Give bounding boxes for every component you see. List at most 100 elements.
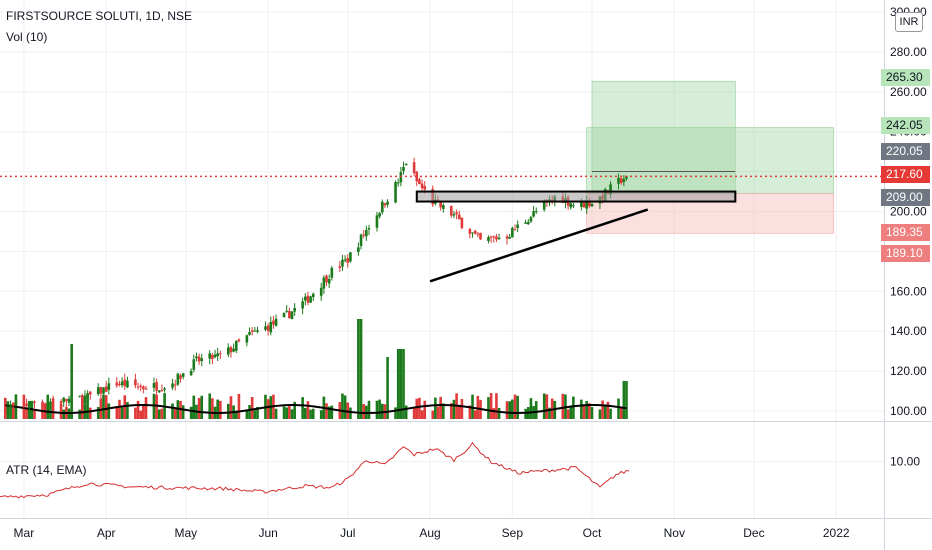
volume-bar — [136, 400, 140, 419]
candle-body — [272, 320, 275, 325]
candle-body — [104, 386, 108, 392]
volume-bar — [402, 349, 405, 419]
candle-body — [311, 293, 315, 298]
candle-body — [476, 233, 480, 235]
candle-body — [51, 401, 55, 403]
volume-bar — [325, 403, 328, 419]
candle-body — [457, 214, 461, 220]
candle-body — [9, 405, 12, 407]
volume-bar — [534, 401, 538, 419]
x-tick-label: May — [174, 526, 197, 540]
volume-bar — [415, 398, 419, 419]
candle-body — [67, 398, 71, 403]
price-tag: 242.05 — [881, 117, 930, 134]
volume-bar — [561, 393, 565, 419]
volume-bar — [468, 405, 472, 419]
candle-body — [399, 172, 403, 183]
volume-bar — [197, 398, 201, 419]
volume-bar — [248, 405, 251, 419]
volume-bar — [107, 403, 111, 419]
y-tick-label: 100.00 — [890, 404, 927, 418]
target-zone — [586, 127, 834, 194]
candle-body — [412, 162, 416, 174]
volume-bar — [449, 403, 453, 419]
candle-body — [33, 401, 36, 403]
volume-bar — [548, 407, 551, 419]
y-tick-label: 200.00 — [890, 205, 927, 219]
candle-body — [471, 232, 474, 234]
volume-bar — [311, 408, 315, 419]
candle-body — [529, 217, 533, 222]
candle-body — [171, 383, 174, 388]
volume-bar — [588, 403, 591, 419]
candle-body — [27, 405, 31, 407]
candle-body — [306, 295, 310, 303]
volume-bar — [585, 400, 588, 419]
candle-body — [152, 383, 156, 388]
candle-body — [423, 186, 427, 190]
candle-body — [349, 252, 352, 262]
candle-body — [232, 348, 235, 352]
volume-bar — [423, 400, 427, 419]
volume-bar — [603, 404, 607, 419]
volume-bar — [9, 404, 12, 419]
price-tag: 189.35 — [881, 224, 930, 241]
candle-body — [330, 267, 334, 278]
volume-bar — [192, 395, 196, 419]
volume-bar — [497, 407, 501, 419]
candle-body — [229, 347, 233, 353]
volume-bar — [319, 410, 323, 419]
volume-bar — [439, 396, 442, 419]
volume-bar — [274, 408, 278, 419]
candle-body — [6, 407, 10, 414]
candle-body — [115, 382, 119, 386]
candle-body — [179, 375, 182, 379]
candle-body — [266, 325, 270, 331]
candle-body — [617, 177, 620, 184]
candle-body — [580, 201, 583, 207]
candle-body — [625, 176, 628, 179]
candle-body — [439, 200, 442, 208]
candle-body — [396, 182, 400, 184]
volume-bar — [396, 349, 400, 419]
candle-body — [526, 222, 530, 225]
volume-bar — [173, 408, 177, 419]
volume-bar — [234, 410, 238, 419]
volume-bar — [25, 408, 28, 419]
candle-body — [173, 384, 177, 386]
candle-body — [88, 391, 92, 395]
volume-bar — [33, 410, 36, 419]
volume-bar — [303, 407, 307, 419]
atr-indicator-label[interactable]: ATR (14, EMA) — [6, 463, 87, 477]
volume-bar — [367, 400, 371, 419]
candle-body — [160, 390, 164, 392]
candle-body — [256, 330, 259, 332]
volume-indicator-label[interactable]: Vol (10) — [6, 30, 48, 44]
volume-bar — [227, 403, 230, 419]
candle-body — [378, 212, 381, 217]
volume-bar — [542, 393, 546, 419]
volume-bar — [62, 409, 66, 419]
candle-body — [208, 353, 212, 359]
candle-body — [250, 330, 254, 332]
volume-bar — [250, 397, 254, 419]
candle-body — [107, 383, 111, 390]
candle-body — [46, 403, 50, 406]
volume-bar — [436, 406, 440, 419]
candle-body — [325, 275, 328, 283]
volume-bar — [123, 395, 127, 419]
atr-line — [0, 441, 630, 499]
candle-body — [4, 407, 7, 414]
candle-body — [22, 401, 26, 404]
currency-badge[interactable]: INR — [895, 12, 923, 32]
candle-body — [495, 236, 498, 240]
candle-body — [383, 203, 387, 206]
candle-body — [227, 347, 230, 355]
volume-bar — [78, 409, 81, 419]
volume-bar — [104, 395, 108, 419]
volume-bar — [330, 405, 334, 419]
candle-body — [542, 201, 546, 210]
candle-body — [59, 401, 63, 404]
candle-body — [157, 390, 161, 393]
